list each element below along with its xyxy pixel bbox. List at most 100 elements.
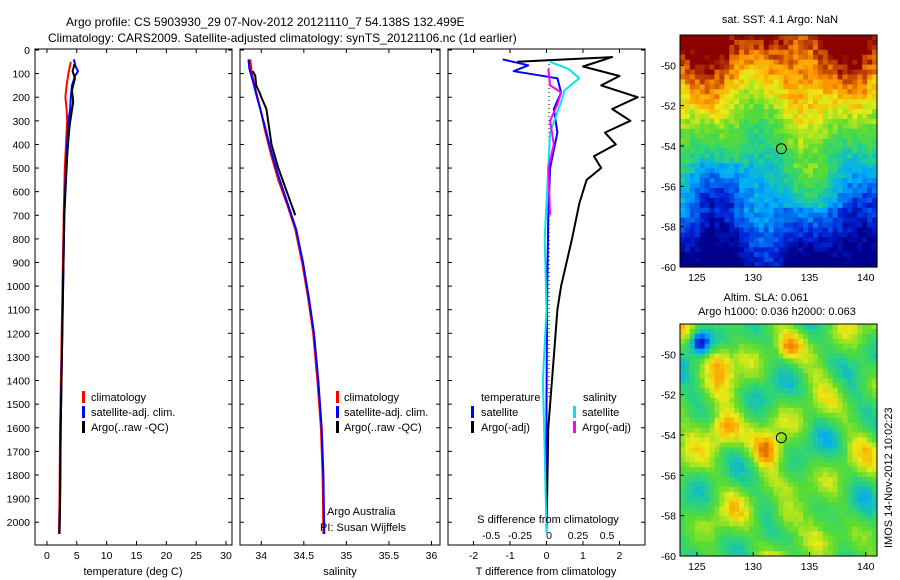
- heatmap-cell: [803, 393, 809, 399]
- heatmap-cell: [758, 348, 765, 355]
- heatmap-cell: [714, 516, 720, 523]
- heatmap-cell: [753, 442, 760, 449]
- heatmap-cell: [812, 104, 819, 110]
- heatmap-cell: [729, 69, 735, 76]
- heatmap-cell: [734, 516, 740, 523]
- heatmap-cell: [684, 383, 691, 389]
- heatmap-cell: [689, 69, 696, 76]
- heatmap-cell: [832, 163, 839, 169]
- heatmap-cell: [704, 422, 711, 429]
- heatmap-cell: [680, 197, 686, 204]
- depth-tick-label: 700: [12, 210, 30, 222]
- heatmap-cell: [739, 378, 745, 384]
- heatmap-cell: [694, 44, 701, 51]
- heatmap-cell: [857, 333, 863, 340]
- heatmap-cell: [709, 467, 716, 473]
- heatmap-cell: [827, 422, 834, 429]
- heatmap-cell: [842, 462, 849, 468]
- heatmap-cell: [817, 168, 824, 174]
- heatmap-cell: [798, 437, 804, 444]
- heatmap-cell: [773, 491, 780, 498]
- heatmap-cell: [842, 168, 849, 174]
- heatmap-cell: [758, 551, 765, 557]
- heatmap-cell: [852, 506, 858, 513]
- heatmap-cell: [753, 388, 760, 394]
- heatmap-cell: [773, 467, 780, 473]
- heatmap-cell: [753, 353, 760, 360]
- heatmap-cell: [783, 343, 789, 350]
- heatmap-cell: [812, 546, 819, 552]
- heatmap-cell: [744, 467, 750, 473]
- heatmap-cell: [842, 64, 849, 71]
- heatmap-cell: [778, 232, 785, 238]
- heatmap-cell: [822, 496, 829, 503]
- heatmap-cell: [847, 104, 853, 110]
- heatmap-cell: [822, 531, 829, 537]
- heatmap-cell: [768, 222, 775, 229]
- heatmap-cell: [699, 79, 706, 85]
- heatmap-cell: [842, 242, 849, 248]
- heatmap-cell: [689, 467, 696, 473]
- heatmap-cell: [699, 358, 706, 365]
- heatmap-cell: [699, 148, 706, 155]
- heatmap-cell: [739, 328, 745, 335]
- heatmap-cell: [739, 138, 745, 145]
- depth-tick-label: 300: [12, 116, 30, 128]
- heatmap-cell: [684, 54, 691, 61]
- heatmap-cell: [857, 173, 863, 179]
- heatmap-cell: [758, 183, 765, 189]
- heatmap-cell: [748, 192, 755, 199]
- heatmap-cell: [837, 178, 844, 184]
- heatmap-cell: [783, 333, 789, 340]
- heatmap-cell: [827, 496, 834, 503]
- heatmap-cell: [837, 358, 844, 365]
- heatmap-cell: [872, 378, 878, 384]
- heatmap-cell: [739, 197, 745, 204]
- heatmap-cell: [842, 467, 849, 473]
- heatmap-cell: [817, 202, 824, 209]
- heatmap-cell: [684, 541, 691, 547]
- heatmap-cell: [822, 472, 829, 478]
- heatmap-cell: [739, 388, 745, 394]
- heatmap-cell: [842, 343, 849, 350]
- heatmap-cell: [852, 49, 858, 56]
- heatmap-cell: [872, 227, 878, 234]
- heatmap-cell: [753, 138, 760, 145]
- heatmap-cell: [798, 452, 804, 458]
- heatmap-cell: [729, 183, 735, 189]
- heatmap-cell: [758, 188, 765, 194]
- heatmap-cell: [753, 531, 760, 537]
- heatmap-cell: [862, 148, 868, 155]
- heatmap-cell: [862, 467, 868, 473]
- heatmap-cell: [788, 491, 794, 498]
- heatmap-cell: [729, 35, 735, 41]
- heatmap-cell: [753, 202, 760, 209]
- heatmap-cell: [852, 173, 858, 179]
- heatmap-cell: [788, 183, 794, 189]
- heatmap-cell: [680, 407, 686, 414]
- heatmap-cell: [734, 153, 740, 160]
- heatmap-cell: [714, 123, 720, 130]
- heatmap-cell: [719, 128, 725, 135]
- heatmap-cell: [709, 432, 716, 439]
- heatmap-cell: [714, 133, 720, 140]
- heatmap-cell: [827, 462, 834, 468]
- heatmap-cell: [763, 227, 770, 234]
- heatmap-cell: [724, 412, 730, 419]
- heatmap-cell: [832, 74, 839, 81]
- heatmap-cell: [842, 481, 849, 488]
- heatmap-cell: [862, 378, 868, 384]
- heatmap-cell: [847, 417, 853, 424]
- heatmap-cell: [704, 378, 711, 384]
- heatmap-cell: [768, 398, 775, 404]
- heatmap-cell: [822, 551, 829, 557]
- heatmap-cell: [744, 232, 750, 238]
- heatmap-cell: [832, 109, 839, 115]
- heatmap-cell: [812, 363, 819, 370]
- heatmap-cell: [857, 442, 863, 449]
- heatmap-cell: [862, 373, 868, 379]
- heatmap-cell: [739, 84, 745, 90]
- heatmap-cell: [788, 123, 794, 130]
- heatmap-cell: [842, 393, 849, 399]
- heatmap-cell: [724, 373, 730, 379]
